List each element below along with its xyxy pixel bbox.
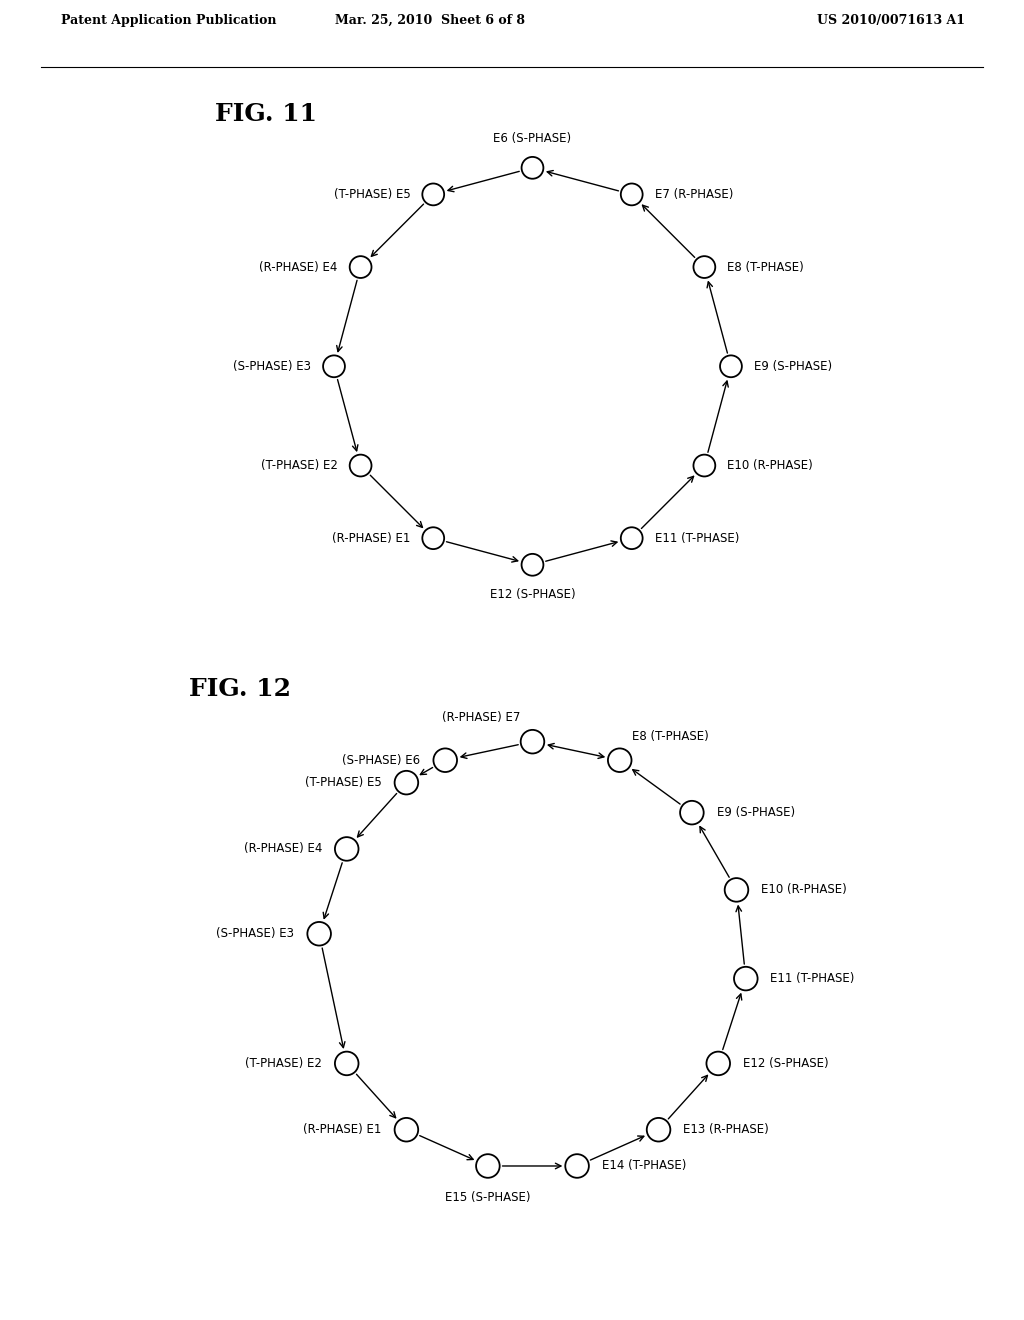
Text: E12 (S-PHASE): E12 (S-PHASE): [489, 587, 575, 601]
Circle shape: [335, 1052, 358, 1076]
Circle shape: [693, 454, 716, 477]
Text: E9 (S-PHASE): E9 (S-PHASE): [717, 807, 795, 820]
Circle shape: [565, 1154, 589, 1177]
Text: Mar. 25, 2010  Sheet 6 of 8: Mar. 25, 2010 Sheet 6 of 8: [335, 13, 525, 26]
Circle shape: [725, 878, 749, 902]
Text: E12 (S-PHASE): E12 (S-PHASE): [742, 1057, 828, 1071]
Text: (R-PHASE) E1: (R-PHASE) E1: [332, 532, 411, 545]
Text: FIG. 11: FIG. 11: [215, 103, 316, 127]
Text: (R-PHASE) E4: (R-PHASE) E4: [244, 842, 323, 855]
Circle shape: [707, 1052, 730, 1076]
Text: (R-PHASE) E7: (R-PHASE) E7: [441, 711, 520, 725]
Text: E10 (R-PHASE): E10 (R-PHASE): [727, 459, 813, 473]
Text: (T-PHASE) E5: (T-PHASE) E5: [334, 187, 411, 201]
Circle shape: [394, 1118, 418, 1142]
Circle shape: [680, 801, 703, 825]
Text: E15 (S-PHASE): E15 (S-PHASE): [445, 1191, 530, 1204]
Circle shape: [520, 730, 545, 754]
Circle shape: [608, 748, 632, 772]
Text: (S-PHASE) E3: (S-PHASE) E3: [233, 360, 311, 372]
Text: E13 (R-PHASE): E13 (R-PHASE): [683, 1123, 769, 1137]
Circle shape: [476, 1154, 500, 1177]
Text: E14 (T-PHASE): E14 (T-PHASE): [602, 1159, 686, 1172]
Circle shape: [349, 454, 372, 477]
Text: (T-PHASE) E2: (T-PHASE) E2: [261, 459, 338, 473]
Text: E8 (T-PHASE): E8 (T-PHASE): [632, 730, 709, 743]
Circle shape: [621, 183, 643, 206]
Text: (T-PHASE) E5: (T-PHASE) E5: [305, 776, 382, 789]
Circle shape: [521, 554, 544, 576]
Circle shape: [394, 771, 418, 795]
Circle shape: [734, 966, 758, 990]
Circle shape: [647, 1118, 671, 1142]
Text: E10 (R-PHASE): E10 (R-PHASE): [761, 883, 847, 896]
Circle shape: [349, 256, 372, 279]
Text: E8 (T-PHASE): E8 (T-PHASE): [727, 260, 804, 273]
Text: E9 (S-PHASE): E9 (S-PHASE): [754, 360, 831, 372]
Text: Patent Application Publication: Patent Application Publication: [61, 13, 276, 26]
Text: US 2010/0071613 A1: US 2010/0071613 A1: [817, 13, 965, 26]
Circle shape: [720, 355, 741, 378]
Circle shape: [307, 921, 331, 945]
Text: FIG. 12: FIG. 12: [189, 677, 291, 701]
Text: (T-PHASE) E2: (T-PHASE) E2: [245, 1057, 323, 1071]
Circle shape: [521, 157, 544, 178]
Text: (R-PHASE) E1: (R-PHASE) E1: [303, 1123, 382, 1137]
Text: E11 (T-PHASE): E11 (T-PHASE): [770, 972, 855, 985]
Text: E11 (T-PHASE): E11 (T-PHASE): [654, 532, 739, 545]
Text: E7 (R-PHASE): E7 (R-PHASE): [654, 187, 733, 201]
Text: (S-PHASE) E3: (S-PHASE) E3: [216, 927, 295, 940]
Circle shape: [335, 837, 358, 861]
Circle shape: [422, 183, 444, 206]
Text: (S-PHASE) E6: (S-PHASE) E6: [342, 754, 421, 767]
Circle shape: [433, 748, 457, 772]
Circle shape: [693, 256, 716, 279]
Circle shape: [324, 355, 345, 378]
Text: (R-PHASE) E4: (R-PHASE) E4: [259, 260, 338, 273]
Text: E6 (S-PHASE): E6 (S-PHASE): [494, 132, 571, 145]
Circle shape: [621, 527, 643, 549]
Circle shape: [422, 527, 444, 549]
